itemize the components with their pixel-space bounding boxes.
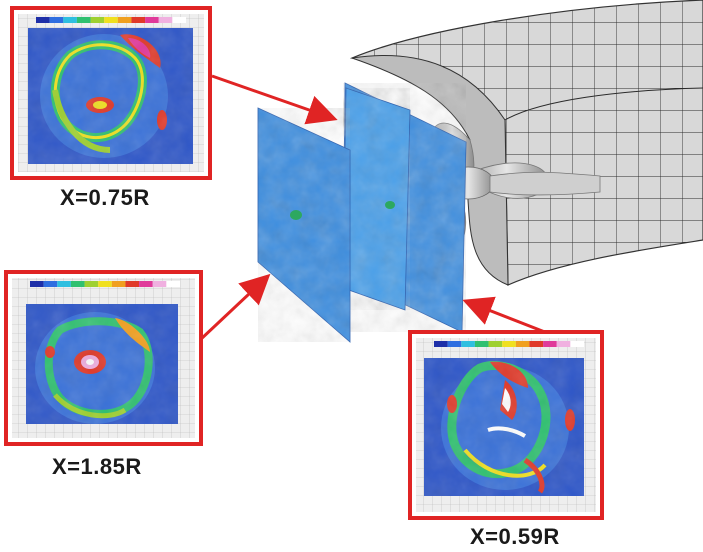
colorbar-swatch bbox=[90, 17, 105, 23]
colorbar-swatch bbox=[434, 341, 448, 347]
colorbar-swatch bbox=[131, 17, 146, 23]
connector-arrows bbox=[198, 74, 551, 342]
colorbar-swatch bbox=[152, 281, 167, 287]
colorbar-swatch bbox=[488, 341, 503, 347]
colorbar-swatch bbox=[104, 17, 118, 23]
colorbar-legend bbox=[30, 281, 180, 287]
wake-field-panel-0-59r bbox=[408, 330, 604, 520]
colorbar-swatch bbox=[84, 281, 99, 287]
colorbar-swatch bbox=[556, 341, 571, 347]
colorbar-swatch bbox=[145, 17, 159, 23]
ship-hull bbox=[349, 0, 703, 286]
colorbar-swatch bbox=[172, 17, 186, 23]
colorbar-swatch bbox=[117, 17, 132, 23]
colorbar-swatch bbox=[76, 17, 91, 23]
colorbar-swatch bbox=[70, 281, 85, 287]
contour-field bbox=[28, 28, 193, 164]
wake-field-panel-1-85r bbox=[4, 270, 203, 446]
cutting-plane-1-85r bbox=[257, 107, 351, 343]
contour-field bbox=[424, 358, 584, 496]
label-x-0-59r: X=0.59R bbox=[470, 524, 560, 549]
colorbar-swatch bbox=[30, 281, 44, 287]
label-x-0-75r: X=0.75R bbox=[60, 185, 150, 210]
colorbar-swatch bbox=[98, 281, 112, 287]
colorbar-swatch bbox=[515, 341, 530, 347]
colorbar-swatch bbox=[502, 341, 516, 347]
cutting-plane-0-75r bbox=[342, 87, 411, 311]
colorbar-swatch bbox=[474, 341, 489, 347]
colorbar-legend bbox=[36, 17, 186, 23]
colorbar-swatch bbox=[543, 341, 557, 347]
contour-field bbox=[26, 304, 178, 424]
colorbar-swatch bbox=[49, 17, 64, 23]
colorbar-swatch bbox=[158, 17, 173, 23]
colorbar-swatch bbox=[447, 341, 462, 347]
colorbar-swatch bbox=[125, 281, 140, 287]
colorbar-swatch bbox=[63, 17, 77, 23]
colorbar-swatch bbox=[166, 281, 180, 287]
colorbar-swatch bbox=[36, 17, 50, 23]
colorbar-swatch bbox=[43, 281, 58, 287]
colorbar-swatch bbox=[111, 281, 126, 287]
wake-field-panel-0-75r bbox=[10, 6, 212, 180]
colorbar-swatch bbox=[57, 281, 71, 287]
colorbar-swatch bbox=[139, 281, 153, 287]
colorbar-swatch bbox=[529, 341, 544, 347]
label-x-1-85r: X=1.85R bbox=[52, 454, 142, 479]
colorbar-swatch bbox=[570, 341, 584, 347]
colorbar-legend bbox=[434, 341, 584, 347]
colorbar-swatch bbox=[461, 341, 475, 347]
